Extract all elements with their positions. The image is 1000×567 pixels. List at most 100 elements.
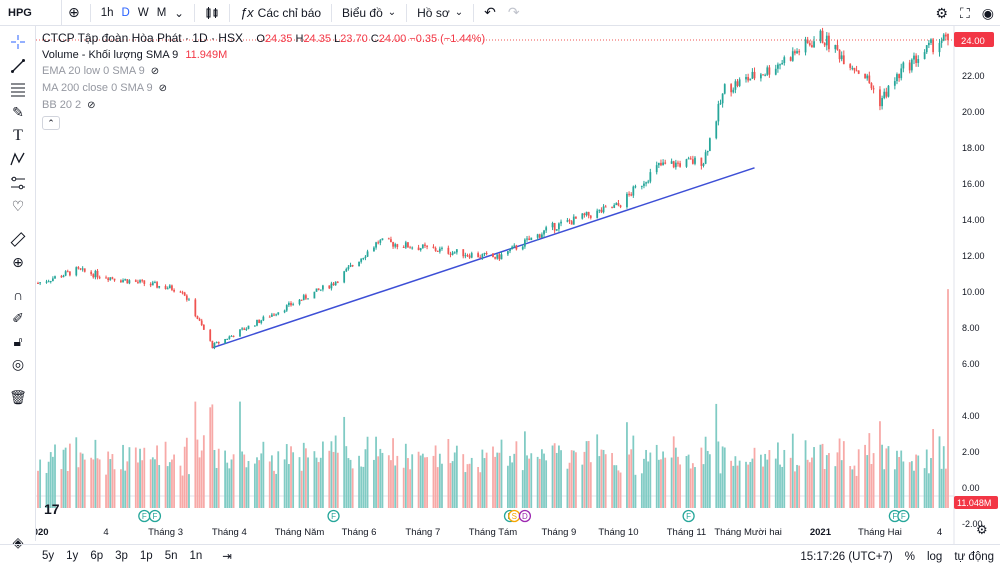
ruler-icon[interactable]: [8, 229, 28, 249]
trendline-drawing[interactable]: [212, 167, 755, 349]
volume-bar: [66, 471, 69, 508]
symbol-search[interactable]: HPG: [0, 0, 62, 26]
axis-settings-gear-icon[interactable]: ⚙: [976, 522, 988, 537]
compare-add-icon[interactable]: ⊕: [68, 4, 80, 20]
volume-bar: [253, 463, 256, 508]
volume-bar: [560, 450, 562, 508]
candle-body: [708, 138, 711, 151]
candle-body: [706, 150, 709, 153]
divider: [193, 3, 195, 22]
candles-type-icon[interactable]: [199, 0, 225, 26]
volume-bar: [751, 458, 754, 508]
crosshair-icon[interactable]: [8, 32, 28, 52]
volume-bar: [766, 459, 769, 508]
pattern-tool-icon[interactable]: [8, 149, 28, 169]
divider: [473, 3, 475, 22]
collapse-legend-button[interactable]: ⌃: [42, 116, 60, 130]
range-5d[interactable]: 5n: [164, 550, 178, 562]
forecast-tool-icon[interactable]: [8, 173, 28, 193]
event-marker-f[interactable]: [897, 509, 910, 523]
go-to-date-icon[interactable]: ⇥: [222, 551, 232, 563]
candle-body: [485, 252, 488, 254]
candle-body: [128, 280, 131, 284]
chart-type-button[interactable]: Biểu đồ ⌄: [336, 0, 402, 26]
hidden-eye-icon[interactable]: ⊘: [87, 100, 96, 111]
interval-dropdown-icon[interactable]: ⌄: [174, 7, 184, 20]
event-marker-f[interactable]: [327, 509, 340, 523]
undo-icon[interactable]: ↶: [484, 4, 496, 20]
trendline[interactable]: [212, 167, 755, 349]
clock-time[interactable]: 15:17:26 (UTC+7): [800, 550, 893, 563]
candle-body: [285, 305, 288, 311]
trendline-tool-icon[interactable]: [8, 56, 28, 76]
percent-scale-toggle[interactable]: %: [904, 550, 915, 563]
range-6m[interactable]: 6p: [90, 550, 104, 562]
interval-w[interactable]: W: [137, 6, 149, 19]
candle-body: [122, 280, 124, 283]
volume-bar: [392, 438, 394, 508]
range-3m[interactable]: 3p: [115, 550, 128, 562]
price-axis[interactable]: 6.00 8.00 10.00 12.00 14.00 16.00 18.00 20.00 22…: [954, 32, 998, 537]
indicator-ema-row[interactable]: EMA 20 low 0 SMA 9 ⊘: [42, 63, 485, 80]
last-price-badge[interactable]: [954, 32, 994, 47]
profile-button[interactable]: Hồ sơ ⌄: [411, 0, 469, 26]
candle-body: [171, 285, 173, 290]
redo-icon[interactable]: ↷: [507, 4, 520, 20]
time-axis[interactable]: 2020 4 Tháng 3 Tháng 4 Tháng Năm Tháng 6 Tháng…: [36, 527, 942, 538]
indicator-ma-row[interactable]: MA 200 close 0 SMA 9 ⊘: [42, 80, 485, 97]
range-5y[interactable]: 5y: [42, 550, 55, 562]
text-tool-icon[interactable]: T: [13, 127, 23, 144]
volume-bar: [455, 445, 458, 508]
range-1y[interactable]: 1y: [66, 550, 79, 562]
volume-bar: [149, 459, 152, 508]
log-scale-toggle[interactable]: log: [926, 550, 943, 563]
layers-icon[interactable]: ◈: [12, 533, 24, 550]
volume-bar: [615, 465, 618, 508]
volume-bar: [530, 453, 533, 508]
hidden-eye-icon[interactable]: ⊘: [150, 66, 160, 77]
candle-body: [164, 286, 167, 289]
brush-icon[interactable]: ✎: [12, 103, 24, 120]
event-marker-f[interactable]: [148, 509, 162, 523]
volume-bar: [685, 456, 688, 508]
volume-bar: [825, 455, 828, 508]
range-1d[interactable]: 1n: [189, 550, 203, 562]
event-marker-f[interactable]: [682, 509, 695, 523]
hidden-eye-icon[interactable]: ⊘: [158, 83, 168, 94]
volume-bar: [75, 437, 78, 508]
candle-body: [585, 211, 588, 216]
chart-canvas[interactable]: 6.00 8.00 10.00 12.00 14.00 16.00 18.00 20.00 22…: [36, 26, 1000, 544]
snapshot-camera-icon[interactable]: ◉: [981, 4, 994, 21]
magnet-icon[interactable]: ∩: [12, 287, 24, 303]
candle-body: [421, 244, 424, 249]
lock-drawing-icon[interactable]: ✐: [12, 309, 24, 326]
volume-tick-label: 2.00: [962, 447, 980, 457]
volume-bar: [462, 454, 465, 508]
favorites-heart-icon[interactable]: ♡: [11, 197, 25, 214]
event-markers[interactable]: 17FFFESDFFF: [44, 501, 910, 523]
fib-retracement-icon[interactable]: [8, 79, 28, 99]
last-volume-badge[interactable]: [954, 496, 998, 509]
range-1m[interactable]: 1p: [139, 550, 153, 562]
interval-1h[interactable]: 1h: [100, 6, 114, 19]
zoom-in-icon[interactable]: ⊕: [12, 253, 24, 270]
legend-title[interactable]: CTCP Tập đoàn Hòa Phát · 1D · HSX: [42, 31, 243, 45]
volume-bar: [836, 452, 839, 508]
indicators-button[interactable]: ƒx Các chỉ báo: [234, 0, 327, 26]
event-marker-d[interactable]: [518, 509, 532, 523]
lock-icon[interactable]: 🔓︎: [13, 332, 23, 349]
trash-icon[interactable]: 🗑︎: [9, 388, 27, 405]
auto-scale-toggle[interactable]: tự động: [954, 550, 994, 563]
interval-m[interactable]: M: [156, 6, 167, 19]
indicator-bb-row[interactable]: BB 20 2 ⊘: [42, 97, 485, 114]
close-key: C: [370, 33, 379, 45]
settings-gear-icon[interactable]: ⚙: [935, 4, 948, 21]
volume-bar: [409, 469, 411, 508]
volume-legend-row[interactable]: Volume - Khối lượng SMA 9 11.949M: [42, 47, 485, 63]
volume-bar: [436, 467, 439, 508]
eye-visibility-icon[interactable]: ◎: [11, 355, 25, 372]
volume-bar: [419, 455, 422, 508]
fullscreen-icon[interactable]: ⛶: [959, 4, 970, 21]
candle-body: [828, 35, 830, 50]
interval-d[interactable]: D: [121, 6, 130, 19]
